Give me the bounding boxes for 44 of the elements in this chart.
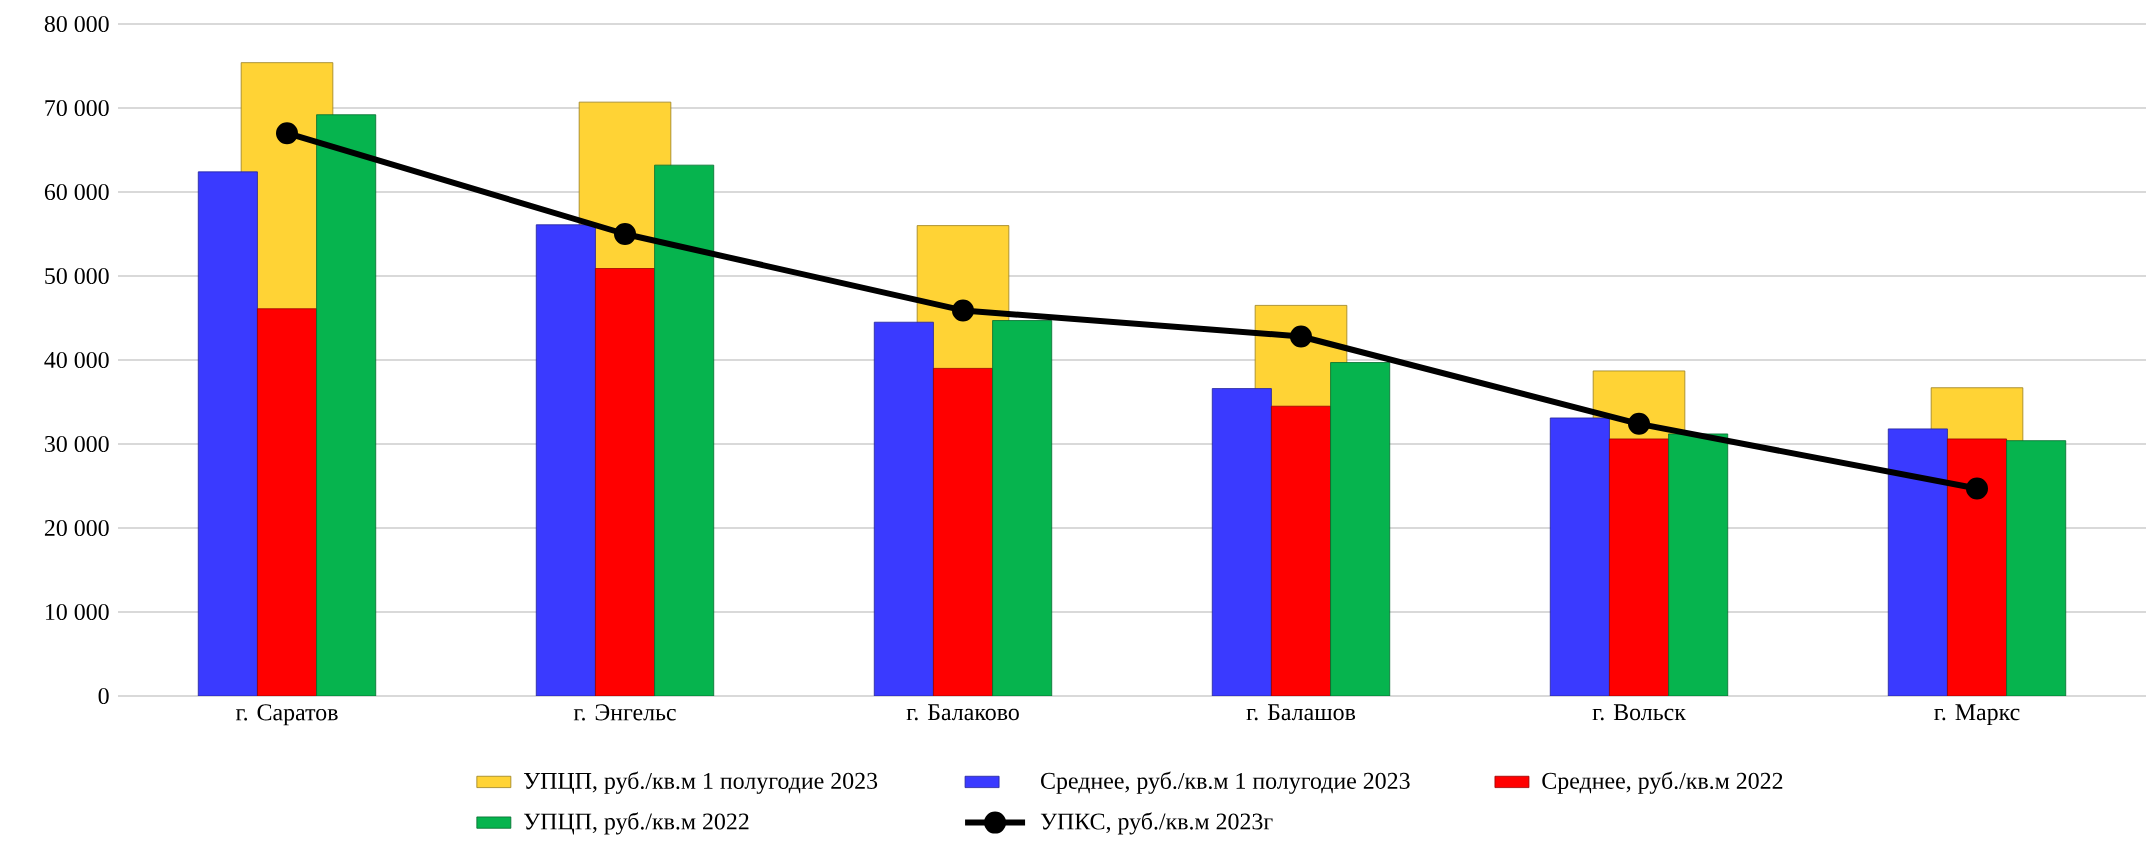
bar [1947, 438, 2007, 696]
x-tick-label: г. Маркс [1934, 704, 2020, 726]
bar [1549, 417, 1610, 696]
bar [1609, 438, 1669, 696]
point [952, 299, 974, 322]
bar [197, 171, 258, 696]
bar [257, 308, 317, 696]
y-tick-label: 10 000 [45, 603, 109, 621]
bar [654, 164, 715, 696]
bar [1887, 428, 1948, 696]
point [1290, 325, 1312, 348]
y-tick-label: 80 000 [44, 15, 109, 33]
y-tick-label: 60 000 [44, 183, 109, 201]
legend-label: УПКС, руб./кв.м 2023г [1040, 812, 1273, 835]
bar [2006, 440, 2067, 696]
point [1628, 412, 1650, 435]
x-tick-label: г. Саратов [235, 704, 338, 726]
y-tick-label: 40 000 [44, 351, 109, 369]
legend-label: УПЦП, руб./кв.м 1 полугодие 2023 [523, 771, 878, 794]
bar [873, 321, 934, 696]
bar [992, 320, 1053, 696]
bar [595, 268, 655, 696]
x-tick-label: г. Вольск [1592, 704, 1686, 721]
point [614, 223, 636, 245]
y-tick-label: 50 000 [45, 267, 109, 285]
bar [1668, 433, 1729, 696]
legend-label: Среднее, руб./кв.м 1 полугодие 2023 [1041, 771, 1410, 794]
legend-label: УПЦП, руб./кв.м 2022 [523, 812, 749, 835]
bar [535, 224, 596, 696]
y-tick-label: 0 [98, 687, 109, 705]
y-tick-label: 70 000 [45, 99, 109, 117]
x-tick-label: г. Энгельс [573, 704, 676, 721]
legend-label: Среднее, руб./кв.м 2022 [1542, 771, 1783, 794]
y-tick-label: 20 000 [44, 519, 109, 537]
bar [1330, 362, 1391, 696]
y-tick-label: 30 000 [45, 435, 109, 453]
point [276, 122, 298, 145]
bar [933, 368, 993, 696]
x-tick-label: г. Балаково [906, 704, 1019, 721]
bar [316, 114, 377, 696]
x-tick-label: г. Балашов [1246, 704, 1356, 721]
point [1966, 477, 1988, 500]
bar [1271, 405, 1331, 696]
bar [1211, 388, 1272, 696]
